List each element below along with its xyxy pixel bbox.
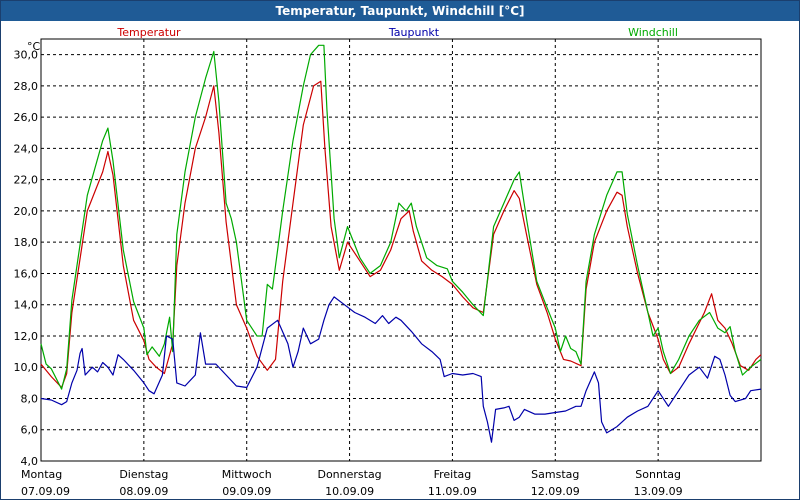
series-line-windchill — [40, 44, 762, 390]
x-date-label: 08.09.09 — [119, 485, 168, 498]
x-date-label: 13.09.09 — [634, 485, 683, 498]
x-day-label: Mittwoch — [222, 468, 272, 481]
x-date-label: 07.09.09 — [21, 485, 70, 498]
y-tick-label: 8,0 — [21, 392, 39, 405]
y-tick-label: 6,0 — [21, 424, 39, 437]
y-tick-label: 24,0 — [14, 142, 39, 155]
x-date-label: 10.09.09 — [325, 485, 374, 498]
y-tick-label: 26,0 — [14, 111, 39, 124]
x-day-label: Dienstag — [119, 468, 168, 481]
x-date-label: 09.09.09 — [222, 485, 271, 498]
y-tick-label: 4,0 — [21, 455, 39, 468]
y-tick-label: 10,0 — [14, 361, 39, 374]
x-day-label: Freitag — [434, 468, 472, 481]
series-line-taupunkt — [40, 296, 762, 443]
legend-item-temperatur: Temperatur — [116, 26, 181, 39]
y-tick-label: 22,0 — [14, 174, 39, 187]
legend-item-taupunkt: Taupunkt — [388, 26, 440, 39]
x-date-label: 12.09.09 — [531, 485, 580, 498]
x-day-label: Sonntag — [635, 468, 681, 481]
y-tick-label: 20,0 — [14, 205, 39, 218]
y-tick-label: 14,0 — [14, 299, 39, 312]
x-day-label: Donnerstag — [317, 468, 381, 481]
y-tick-label: 12,0 — [14, 330, 39, 343]
legend-item-windchill: Windchill — [628, 26, 678, 39]
y-axis-unit: °C — [27, 40, 41, 53]
x-date-label: 11.09.09 — [428, 485, 477, 498]
y-tick-label: 18,0 — [14, 236, 39, 249]
window-title: Temperatur, Taupunkt, Windchill [°C] — [1, 1, 799, 21]
y-tick-label: 28,0 — [14, 80, 39, 93]
x-day-label: Montag — [21, 468, 62, 481]
y-tick-label: 30,0 — [14, 49, 39, 62]
y-tick-label: 16,0 — [14, 267, 39, 280]
plot-area — [40, 38, 762, 462]
temperature-chart: 4,0 6,0 8,0 10,0 12,0 14,0 16,0 18,0 20,0 22,0 24,… — [14, 26, 762, 498]
x-day-label: Samstag — [531, 468, 579, 481]
